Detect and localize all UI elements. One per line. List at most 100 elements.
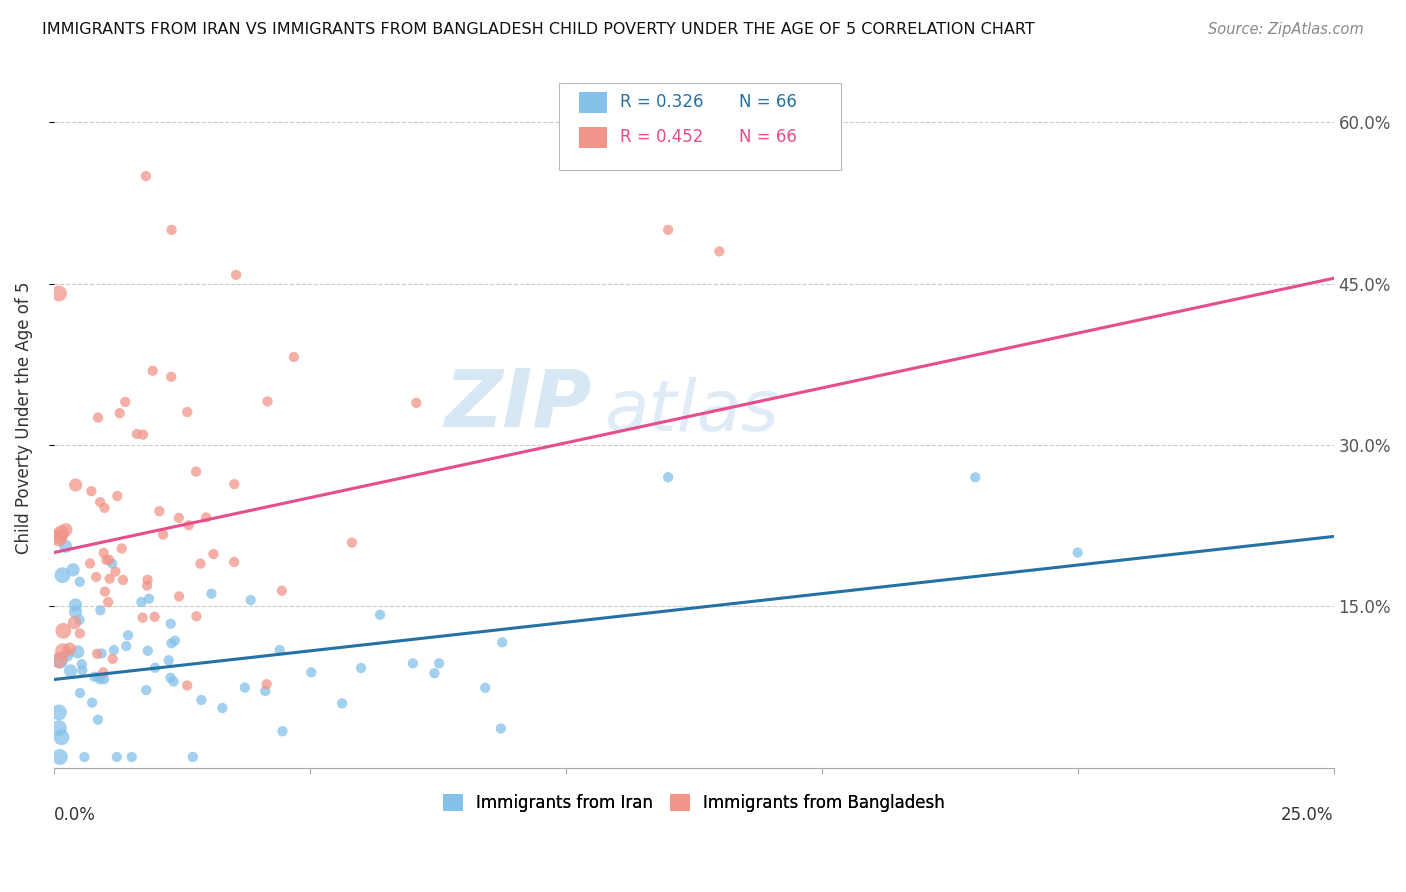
Point [142, 364, 165, 378]
Point [176, 679, 198, 693]
Point [117, 628, 139, 642]
Point [98, 553, 121, 567]
Point [202, 547, 225, 561]
Text: R = 0.452: R = 0.452 [620, 128, 703, 146]
Point [63, 615, 86, 630]
Point [70, 657, 93, 672]
Point [225, 268, 247, 282]
Point [69, 613, 91, 627]
Text: Source: ZipAtlas.com: Source: ZipAtlas.com [1208, 22, 1364, 37]
Point [69, 686, 91, 700]
Point [159, 671, 181, 685]
Point [136, 644, 159, 658]
Point [73, 750, 96, 764]
Point [65, 605, 87, 619]
Point [233, 681, 256, 695]
Point [105, 489, 128, 503]
Point [66, 645, 89, 659]
Point [177, 518, 200, 533]
Point [65, 598, 87, 612]
Point [69, 626, 91, 640]
Point [97, 595, 120, 609]
Point [402, 657, 425, 671]
Point [427, 657, 450, 671]
Point [271, 724, 294, 739]
Point [405, 396, 427, 410]
Point [489, 722, 512, 736]
Point [65, 478, 87, 492]
Point [131, 610, 153, 624]
Text: N = 66: N = 66 [738, 93, 796, 112]
FancyBboxPatch shape [560, 82, 841, 169]
Point [87, 670, 110, 684]
Point [965, 470, 987, 484]
Point [350, 661, 373, 675]
Point [160, 223, 183, 237]
Point [270, 583, 292, 598]
Point [101, 557, 124, 571]
Point [224, 555, 246, 569]
Point [94, 584, 117, 599]
Point [51, 526, 73, 541]
Point [62, 563, 84, 577]
Point [340, 535, 363, 549]
Point [48, 653, 70, 667]
Point [256, 677, 278, 691]
Point [1066, 545, 1088, 559]
Point [136, 578, 159, 592]
Point [163, 633, 186, 648]
Point [93, 546, 115, 560]
Point [474, 681, 496, 695]
Point [87, 713, 110, 727]
FancyBboxPatch shape [578, 127, 607, 147]
Point [195, 510, 218, 524]
Point [91, 665, 114, 680]
Point [200, 587, 222, 601]
Point [56, 648, 79, 662]
Point [103, 643, 125, 657]
Point [87, 410, 110, 425]
Point [86, 647, 108, 661]
Point [184, 465, 207, 479]
Point [93, 672, 115, 686]
Text: R = 0.326: R = 0.326 [620, 93, 703, 112]
Point [96, 553, 118, 567]
Text: 25.0%: 25.0% [1281, 806, 1334, 824]
Point [160, 636, 183, 650]
Point [330, 697, 353, 711]
Legend: Immigrants from Iran, Immigrants from Bangladesh: Immigrants from Iran, Immigrants from Ba… [436, 788, 952, 819]
Point [254, 684, 277, 698]
Point [136, 573, 159, 587]
Point [89, 495, 111, 509]
Point [69, 574, 91, 589]
Point [72, 663, 94, 677]
Text: 0.0%: 0.0% [53, 806, 96, 824]
Point [657, 470, 679, 484]
Point [224, 477, 246, 491]
Point [138, 591, 160, 606]
Point [162, 674, 184, 689]
Point [108, 406, 131, 420]
Point [55, 539, 77, 553]
Point [84, 570, 107, 584]
Point [104, 565, 127, 579]
Point [101, 652, 124, 666]
Point [48, 721, 70, 735]
Point [111, 541, 134, 556]
Point [190, 693, 212, 707]
Point [167, 511, 190, 525]
Point [152, 527, 174, 541]
Text: N = 66: N = 66 [738, 128, 796, 146]
Point [90, 647, 112, 661]
FancyBboxPatch shape [578, 92, 607, 112]
Y-axis label: Child Poverty Under the Age of 5: Child Poverty Under the Age of 5 [15, 282, 32, 554]
Point [143, 609, 166, 624]
Point [48, 532, 70, 546]
Point [157, 653, 180, 667]
Point [299, 665, 322, 680]
Point [48, 286, 70, 301]
Point [135, 169, 157, 183]
Point [181, 750, 204, 764]
Point [59, 642, 82, 657]
Text: IMMIGRANTS FROM IRAN VS IMMIGRANTS FROM BANGLADESH CHILD POVERTY UNDER THE AGE O: IMMIGRANTS FROM IRAN VS IMMIGRANTS FROM … [42, 22, 1035, 37]
